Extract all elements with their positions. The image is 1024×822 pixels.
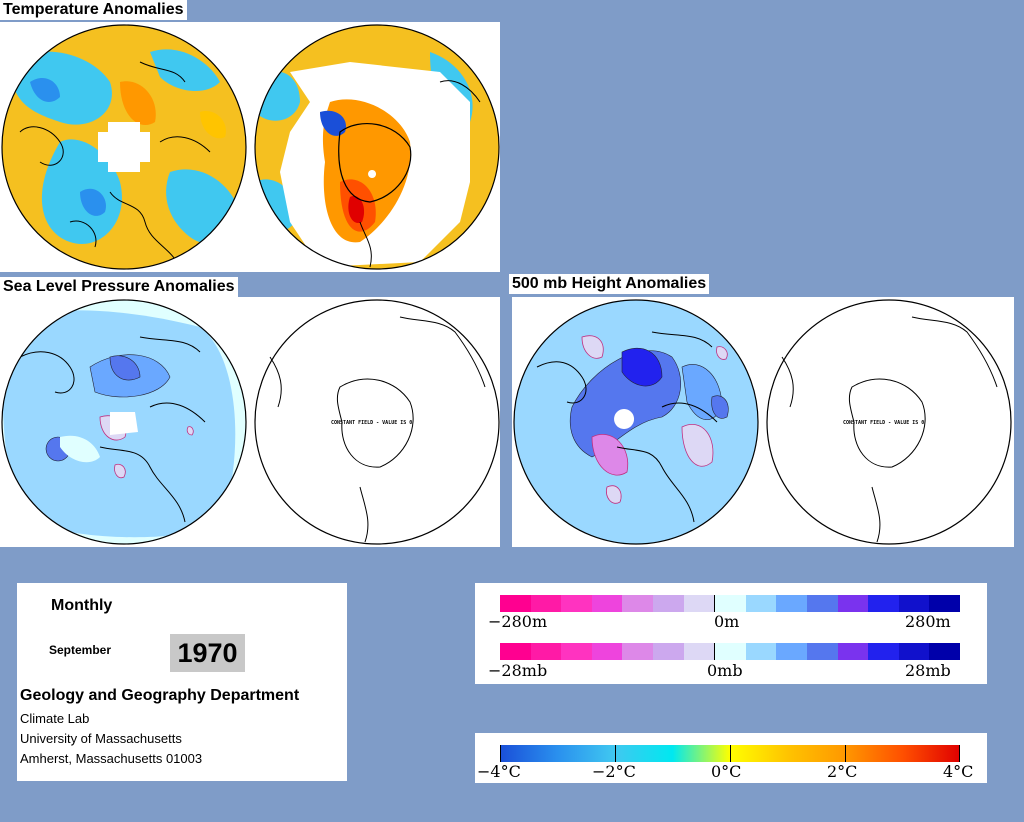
period-label: Monthly (51, 597, 113, 614)
pressure-mid-label: 0mb (707, 661, 743, 680)
height-color-bar (500, 595, 960, 612)
month-label: September (49, 643, 112, 657)
temperature-maps-panel (0, 22, 500, 272)
temperature-tick-mark (959, 745, 960, 762)
color-swatch (929, 643, 960, 660)
department-label: Geology and Geography Department (20, 687, 300, 704)
address-label: Amherst, Massachusetts 01003 (20, 751, 203, 766)
color-swatch (837, 643, 869, 660)
color-swatch (561, 643, 592, 660)
slp-maps: CONSTANT FIELD - VALUE IS 0 (1, 299, 500, 545)
university-label: University of Massachusetts (20, 731, 182, 746)
color-swatch (561, 595, 592, 612)
temperature-tick-mark (500, 745, 501, 762)
height-title: 500 mb Height Anomalies (509, 274, 710, 294)
lab-label: Climate Lab (20, 711, 90, 726)
temperature-tick-mark (615, 745, 616, 762)
height-max-label: 280m (905, 612, 951, 631)
color-swatch (806, 595, 838, 612)
temperature-maps (1, 24, 500, 270)
slp-maps-panel: CONSTANT FIELD - VALUE IS 0 (0, 297, 500, 547)
color-swatch (683, 643, 715, 660)
temperature-tick-label: −2°C (592, 762, 636, 781)
color-swatch (622, 643, 653, 660)
temperature-color-bar (500, 745, 960, 762)
color-swatch (530, 643, 562, 660)
color-swatch (745, 595, 777, 612)
height-maps-panel: CONSTANT FIELD - VALUE IS 0 (512, 297, 1014, 547)
temperature-tick-label: 4°C (943, 762, 974, 781)
temperature-tick-mark (730, 745, 731, 762)
temperature-legend: −4°C −2°C 0°C 2°C 4°C (475, 733, 987, 783)
color-swatch (868, 595, 899, 612)
color-swatch (868, 643, 899, 660)
nh-temperature-globe (2, 25, 246, 269)
info-box: Monthly September 1970 Geology and Geogr… (17, 583, 347, 781)
pressure-max-label: 28mb (905, 661, 951, 680)
temperature-tick-label: 0°C (711, 762, 742, 781)
height-maps: CONSTANT FIELD - VALUE IS 0 (513, 299, 1012, 545)
color-swatch (806, 643, 838, 660)
color-swatch (652, 595, 684, 612)
color-swatch (652, 643, 684, 660)
color-swatch (714, 643, 746, 660)
height-mid-label: 0m (714, 612, 740, 631)
color-swatch (500, 643, 531, 660)
color-swatch (714, 595, 746, 612)
color-swatch (530, 595, 562, 612)
slp-title: Sea Level Pressure Anomalies (0, 277, 238, 297)
pressure-min-label: −28mb (488, 661, 548, 680)
color-swatch (591, 595, 623, 612)
color-swatch (622, 595, 653, 612)
height-pressure-legend: −280m 0m 280m −28mb 0mb 28mb (475, 583, 987, 684)
color-swatch (929, 595, 960, 612)
color-swatch (500, 595, 531, 612)
color-swatch (745, 643, 777, 660)
sh-temperature-globe (255, 25, 499, 269)
pressure-color-bar (500, 643, 960, 660)
nh-height-globe (514, 300, 758, 544)
color-swatch (898, 595, 930, 612)
nh-slp-globe (2, 300, 246, 544)
color-swatch (898, 643, 930, 660)
year-label: 1970 (170, 634, 245, 672)
temperature-title: Temperature Anomalies (0, 0, 187, 20)
color-swatch (776, 595, 807, 612)
height-constant-field-label: CONSTANT FIELD - VALUE IS 0 (843, 420, 924, 426)
color-swatch (837, 595, 869, 612)
slp-constant-field-label: CONSTANT FIELD - VALUE IS 0 (331, 420, 412, 426)
color-swatch (591, 643, 623, 660)
height-min-label: −280m (488, 612, 548, 631)
color-swatch (776, 643, 807, 660)
sh-slp-globe (254, 299, 500, 545)
sh-height-globe (766, 299, 1012, 545)
temperature-tick-mark (845, 745, 846, 762)
color-swatch (683, 595, 715, 612)
temperature-tick-label: 2°C (827, 762, 858, 781)
temperature-tick-label: −4°C (477, 762, 521, 781)
